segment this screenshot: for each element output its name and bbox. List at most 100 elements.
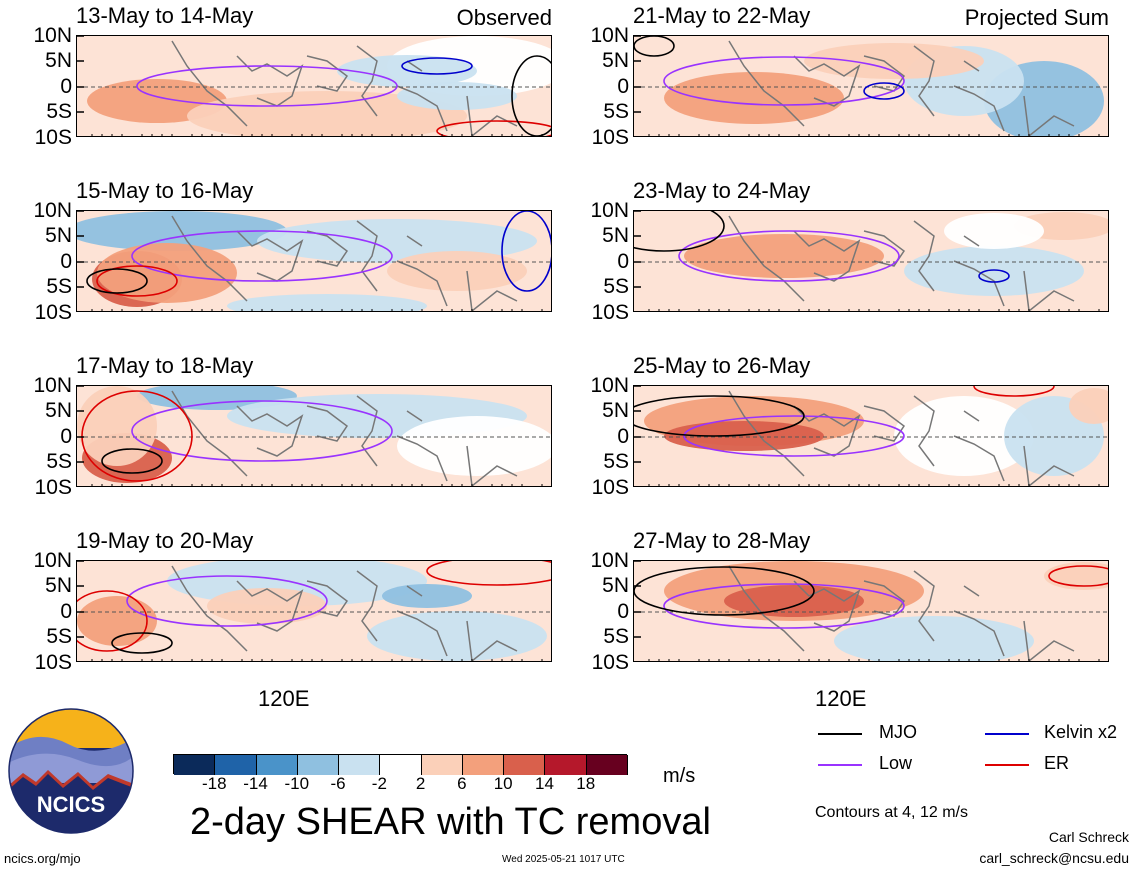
lat-label: 0 (60, 75, 72, 98)
footer-email: carl_schreck@ncsu.edu (979, 850, 1129, 866)
coastline (171, 215, 518, 311)
lat-label: 10S (591, 476, 629, 499)
x-axis-label-right: 120E (815, 686, 867, 711)
colorbar-swatch (215, 755, 257, 775)
lat-label: 10S (34, 651, 72, 674)
contour-er (426, 561, 551, 586)
footer-timestamp: Wed 2025-05-21 1017 UTC (502, 854, 625, 865)
colorbar-tick-label: -18 (201, 774, 227, 793)
colorbar-swatch (297, 755, 340, 775)
shear-shading (944, 213, 1044, 249)
contour-low (663, 583, 905, 629)
shear-shading (397, 82, 517, 110)
contour-k (501, 211, 551, 292)
contour-mjo (634, 36, 675, 57)
lat-label: 0 (617, 425, 629, 448)
shear-shading (77, 596, 157, 646)
contour-mjo (86, 268, 148, 294)
shear-shading (207, 588, 327, 624)
colorbar-unit: m/s (663, 765, 696, 787)
panel-title: 15-May to 16-May (76, 178, 254, 203)
lat-label: 10S (34, 126, 72, 149)
colorbar-swatch (421, 755, 463, 775)
shear-shading (664, 72, 844, 124)
logo-text: NCICS (37, 792, 105, 817)
map-panel (633, 385, 1109, 487)
lat-label: 10N (33, 199, 72, 222)
lat-label: 5N (45, 574, 72, 597)
colorbar-tick-label: -14 (243, 774, 268, 793)
panel-title: 19-May to 20-May (76, 528, 254, 553)
legend: MJO Kelvin x2 Low ER (812, 722, 1132, 812)
lat-label: 10N (33, 24, 72, 47)
map-panel (633, 560, 1109, 662)
shear-shading (894, 396, 1034, 476)
contour-k (401, 57, 473, 75)
lat-label: 10S (591, 126, 629, 149)
coastline (728, 565, 1075, 661)
contour-low (131, 230, 393, 282)
lat-label: 5N (602, 49, 629, 72)
shear-shading (367, 611, 547, 661)
lat-label: 5S (603, 625, 629, 648)
lat-label: 10N (590, 24, 629, 47)
colorbar-tick-label: -2 (371, 774, 387, 793)
shear-shading (227, 294, 427, 311)
lat-label: 5S (46, 275, 72, 298)
legend-line-mjo (818, 733, 862, 735)
panel-title: 25-May to 26-May (633, 353, 811, 378)
lat-label: 5N (45, 399, 72, 422)
lat-label: 10S (34, 476, 72, 499)
lat-label: 0 (617, 75, 629, 98)
contour-mjo (111, 632, 173, 654)
lat-label: 0 (617, 600, 629, 623)
shear-shading (904, 246, 1084, 296)
map-panel (76, 210, 552, 312)
contour-mjo (634, 395, 805, 437)
ncics-logo: NCICS (8, 708, 134, 834)
contour-low (126, 575, 328, 627)
lat-label: 10S (591, 651, 629, 674)
lat-label: 5S (46, 450, 72, 473)
colorbar-swatch (174, 755, 216, 775)
contour-low (683, 415, 905, 457)
shear-shading (834, 616, 1034, 661)
colorbar-swatch (586, 755, 628, 775)
lat-label: 5S (603, 275, 629, 298)
panel-tag: Projected Sum (964, 5, 1109, 30)
legend-label-low: Low (879, 753, 913, 773)
shear-shading (77, 386, 157, 466)
contour-er (96, 265, 178, 297)
colorbar-swatch (339, 755, 381, 775)
legend-line-kelvin (985, 733, 1029, 735)
lat-label: 5S (46, 100, 72, 123)
contour-mjo (634, 566, 815, 616)
lat-label: 5S (46, 625, 72, 648)
colorbar-ticks: -18 -14 -10 -6 -2 2 6 10 14 18 (173, 774, 627, 798)
lat-label: 0 (60, 600, 72, 623)
panel-tag: Observed (456, 5, 552, 30)
lat-label: 10N (33, 374, 72, 397)
panel-title: 23-May to 24-May (633, 178, 811, 203)
lat-label: 5N (602, 574, 629, 597)
lat-label: 10N (590, 374, 629, 397)
legend-label-mjo: MJO (879, 722, 917, 742)
coastline (728, 215, 1075, 311)
contour-er (973, 386, 1055, 397)
legend-line-er (985, 764, 1029, 766)
map-panel (633, 210, 1109, 312)
panel-title: 21-May to 22-May (633, 3, 811, 28)
contour-mjo (634, 211, 725, 252)
lat-label: 10S (34, 301, 72, 324)
shear-shading (397, 416, 551, 476)
shear-shading (804, 43, 984, 79)
colorbar-tick-label: -6 (330, 774, 346, 793)
map-panel (633, 35, 1109, 137)
contour-low (136, 65, 398, 107)
contour-low (131, 400, 393, 462)
colorbar-tick-label: 6 (457, 774, 467, 793)
colorbar-tick-label: 10 (493, 774, 513, 793)
colorbar-tick-label: 18 (576, 774, 596, 793)
lat-label: 10N (590, 199, 629, 222)
panel-title: 13-May to 14-May (76, 3, 254, 28)
